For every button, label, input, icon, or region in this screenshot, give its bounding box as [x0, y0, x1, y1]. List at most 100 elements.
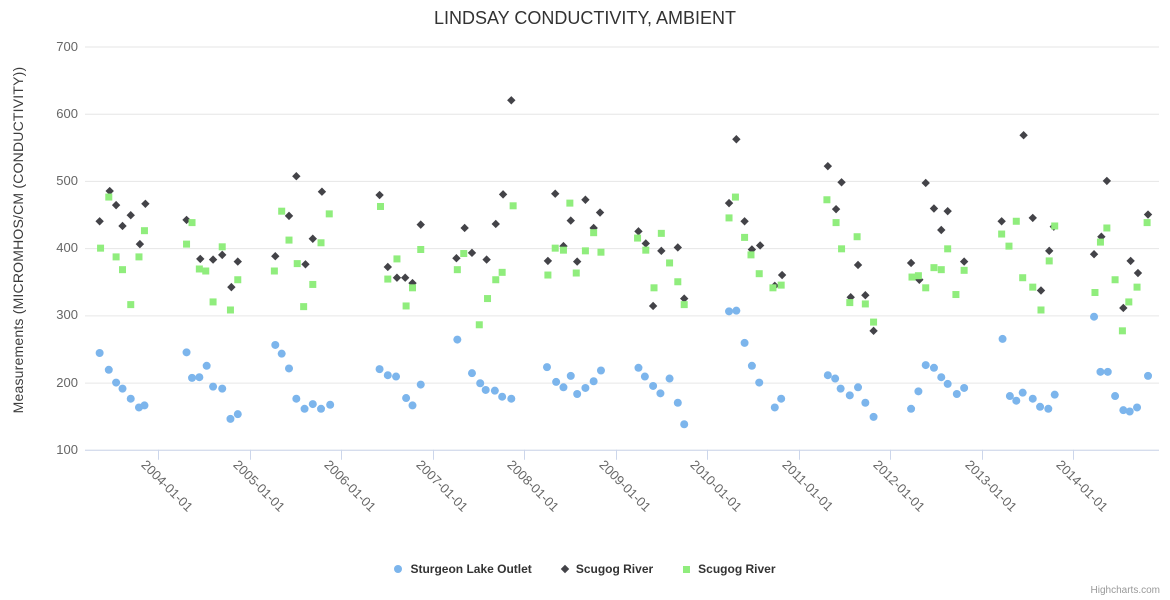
data-point[interactable]	[227, 282, 236, 292]
data-point[interactable]	[755, 270, 763, 278]
data-point[interactable]	[648, 301, 658, 311]
data-point[interactable]	[375, 190, 384, 200]
data-point[interactable]	[1018, 388, 1027, 397]
data-point[interactable]	[552, 377, 561, 386]
data-point[interactable]	[408, 401, 417, 410]
data-point[interactable]	[492, 276, 500, 284]
data-point[interactable]	[869, 412, 878, 421]
data-point[interactable]	[937, 225, 946, 235]
data-point[interactable]	[300, 303, 308, 311]
data-point[interactable]	[777, 270, 787, 280]
data-point[interactable]	[747, 251, 755, 259]
data-point[interactable]	[460, 250, 468, 258]
data-point[interactable]	[292, 394, 301, 403]
data-point[interactable]	[277, 349, 286, 358]
data-point[interactable]	[209, 298, 217, 306]
data-point[interactable]	[922, 284, 930, 292]
data-point[interactable]	[573, 390, 582, 399]
data-point[interactable]	[484, 295, 492, 303]
data-point[interactable]	[929, 204, 939, 213]
data-point[interactable]	[998, 230, 1006, 238]
data-point[interactable]	[680, 301, 688, 309]
data-point[interactable]	[226, 306, 234, 314]
data-point[interactable]	[1005, 392, 1014, 401]
data-point[interactable]	[906, 258, 916, 268]
data-point[interactable]	[278, 207, 286, 215]
data-point[interactable]	[590, 229, 598, 237]
data-point[interactable]	[770, 403, 779, 412]
data-point[interactable]	[869, 326, 878, 336]
data-point[interactable]	[383, 262, 393, 272]
data-point[interactable]	[317, 239, 325, 247]
data-point[interactable]	[293, 260, 301, 268]
data-point[interactable]	[271, 252, 280, 261]
data-point[interactable]	[823, 196, 831, 204]
data-point[interactable]	[853, 260, 863, 270]
data-point[interactable]	[491, 219, 500, 229]
data-point[interactable]	[452, 254, 461, 263]
data-point[interactable]	[952, 390, 961, 399]
data-point[interactable]	[392, 273, 402, 282]
data-point[interactable]	[308, 400, 317, 409]
data-point[interactable]	[140, 401, 149, 410]
data-point[interactable]	[475, 321, 483, 329]
data-point[interactable]	[1111, 392, 1120, 401]
data-point[interactable]	[673, 398, 682, 407]
data-point[interactable]	[1096, 238, 1104, 246]
data-point[interactable]	[959, 257, 969, 266]
data-point[interactable]	[1125, 298, 1133, 306]
data-point[interactable]	[741, 233, 749, 241]
data-point[interactable]	[1102, 176, 1112, 186]
data-point[interactable]	[105, 186, 114, 196]
data-point[interactable]	[725, 307, 734, 316]
data-point[interactable]	[285, 236, 293, 244]
data-point[interactable]	[777, 394, 786, 403]
data-point[interactable]	[402, 302, 410, 310]
data-point[interactable]	[1089, 249, 1099, 259]
data-point[interactable]	[542, 363, 551, 372]
data-point[interactable]	[1045, 246, 1054, 256]
data-point[interactable]	[929, 363, 938, 372]
data-point[interactable]	[943, 379, 952, 388]
data-point[interactable]	[409, 284, 417, 292]
data-point[interactable]	[566, 199, 574, 207]
data-point[interactable]	[127, 301, 135, 309]
data-point[interactable]	[836, 384, 845, 393]
data-point[interactable]	[1012, 396, 1021, 405]
data-point[interactable]	[97, 244, 105, 252]
data-point[interactable]	[392, 372, 401, 381]
data-point[interactable]	[641, 239, 650, 248]
data-point[interactable]	[1019, 274, 1027, 282]
data-point[interactable]	[724, 198, 734, 208]
data-point[interactable]	[823, 371, 832, 380]
data-point[interactable]	[490, 386, 499, 395]
data-point[interactable]	[104, 365, 113, 374]
data-point[interactable]	[416, 380, 425, 389]
data-point[interactable]	[233, 410, 242, 419]
data-point[interactable]	[960, 383, 969, 392]
data-point[interactable]	[649, 381, 658, 390]
data-point[interactable]	[1005, 242, 1013, 250]
data-point[interactable]	[270, 267, 278, 275]
data-point[interactable]	[665, 374, 674, 383]
data-point[interactable]	[596, 366, 605, 375]
data-point[interactable]	[112, 253, 120, 261]
data-point[interactable]	[1133, 403, 1142, 412]
data-point[interactable]	[846, 299, 854, 307]
data-point[interactable]	[861, 291, 870, 300]
data-point[interactable]	[400, 273, 410, 282]
data-point[interactable]	[1125, 407, 1134, 416]
data-point[interactable]	[271, 340, 280, 349]
data-point[interactable]	[498, 392, 507, 401]
data-point[interactable]	[921, 361, 930, 370]
data-point[interactable]	[498, 268, 506, 276]
data-point[interactable]	[453, 266, 461, 274]
data-point[interactable]	[1036, 402, 1045, 411]
data-point[interactable]	[551, 189, 560, 198]
data-point[interactable]	[674, 278, 682, 286]
data-point[interactable]	[383, 371, 392, 380]
data-point[interactable]	[572, 269, 580, 277]
highcharts-credit[interactable]: Highcharts.com	[1090, 585, 1160, 596]
data-point[interactable]	[460, 223, 469, 233]
data-point[interactable]	[656, 389, 665, 398]
